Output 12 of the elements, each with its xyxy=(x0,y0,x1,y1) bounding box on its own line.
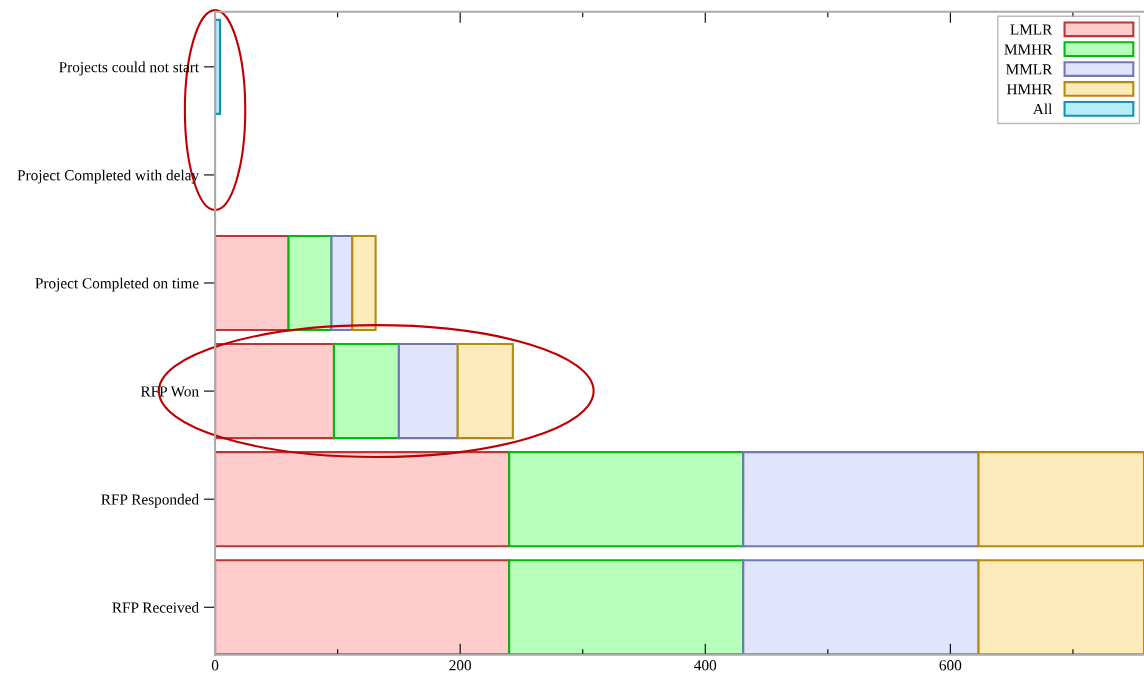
x-tick-label: 600 xyxy=(939,660,962,671)
y-tick-label: RFP Responded xyxy=(101,493,199,508)
y-tick-label: RFP Received xyxy=(112,601,199,613)
x-tick-label: 400 xyxy=(694,660,717,671)
y-tick-label: Project Completed on time xyxy=(35,277,199,292)
legend-label: MMHR xyxy=(1004,44,1053,55)
legend-label: LMLR xyxy=(1010,24,1053,35)
x-tick-label: 0 xyxy=(211,660,219,671)
legend-label: HMHR xyxy=(1006,84,1053,95)
legend-label: All xyxy=(1032,103,1053,115)
x-tick-label: 200 xyxy=(449,660,472,671)
legend-label: MMLR xyxy=(1006,64,1053,75)
